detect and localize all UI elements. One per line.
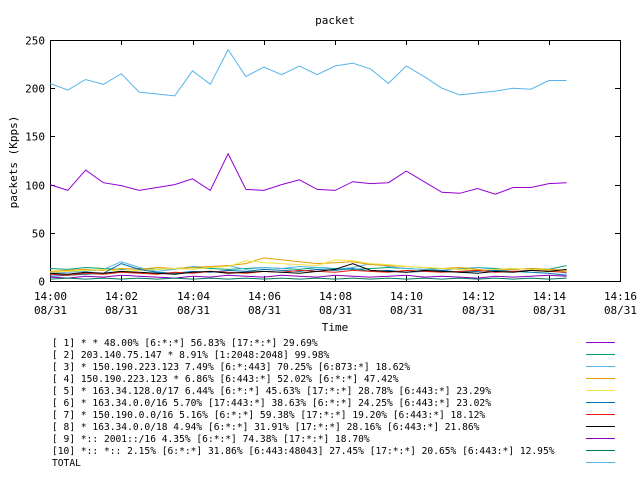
series-line-11 [49, 48, 567, 97]
legend-entry-label: [ 5] * 163.34.128.0/17 6.44% [6:*:*] 45.… [52, 386, 491, 397]
x-tick-time-label: 14:02 [105, 290, 138, 303]
y-tick-label: 50 [32, 228, 45, 241]
y-axis-label: packets (Kpps) [7, 116, 20, 209]
legend-entry-label: [ 8] * 163.34.0.0/18 4.94% [6:*:*] 31.91… [52, 422, 480, 433]
series-line-3 [49, 261, 567, 274]
legend-entry-label: [ 6] * 163.34.0.0/16 5.70% [17:443:*] 38… [52, 398, 491, 409]
x-tick-date-label: 08/31 [105, 304, 138, 317]
x-tick-time-label: 14:06 [248, 290, 281, 303]
legend-entry-label: [ 3] * 150.190.223.123 7.49% [6:*:443] 7… [52, 362, 410, 373]
x-tick-time-label: 14:00 [34, 290, 67, 303]
legend-entry-label: [ 4] 150.190.223.123 * 6.86% [6:443:*] 5… [52, 374, 399, 385]
x-tick-time-label: 14:08 [319, 290, 352, 303]
legend-entry-label: [ 9] *:: 2001::/16 4.35% [6:*:*] 74.38% … [52, 434, 370, 445]
x-tick-time-label: 14:10 [390, 290, 423, 303]
x-axis-label: Time [322, 321, 349, 334]
x-tick-date-label: 08/31 [533, 304, 566, 317]
y-tick-label: 150 [25, 131, 45, 144]
x-tick-time-label: 14:12 [462, 290, 495, 303]
series-line-4 [49, 257, 567, 272]
y-tick-label: 200 [25, 83, 45, 96]
legend-entry-label: [ 1] * * 48.00% [6:*:*] 56.83% [17:*:*] … [52, 338, 318, 349]
plot-frame [50, 40, 621, 282]
x-tick-date-label: 08/31 [319, 304, 352, 317]
x-tick-date-label: 08/31 [177, 304, 210, 317]
series-line-8 [49, 263, 567, 275]
x-tick-date-label: 08/31 [462, 304, 495, 317]
legend-entry-label: TOTAL [52, 458, 81, 469]
x-tick-time-label: 14:16 [604, 290, 637, 303]
chart-title: packet [315, 14, 355, 27]
series-line-10 [49, 277, 567, 280]
y-tick-label: 0 [38, 276, 45, 289]
x-tick-time-label: 14:04 [177, 290, 210, 303]
x-tick-date-label: 08/31 [390, 304, 423, 317]
legend-entry-label: [ 7] * 150.190.0.0/16 5.16% [6:*:*] 59.3… [52, 410, 485, 421]
series-line-7 [49, 269, 567, 276]
x-tick-date-label: 08/31 [604, 304, 637, 317]
y-tick-label: 250 [25, 35, 45, 48]
legend-entry-label: [10] *:: *:: 2.15% [6:*:*] 31.86% [6:443… [52, 446, 555, 457]
series-line-1 [49, 152, 567, 195]
x-tick-date-label: 08/31 [248, 304, 281, 317]
x-tick-time-label: 14:14 [533, 290, 566, 303]
series-line-9 [49, 274, 567, 279]
x-tick-date-label: 08/31 [34, 304, 67, 317]
y-tick-label: 100 [25, 180, 45, 193]
legend-entry-label: [ 2] 203.140.75.147 * 8.91% [1:2048:2048… [52, 350, 329, 361]
